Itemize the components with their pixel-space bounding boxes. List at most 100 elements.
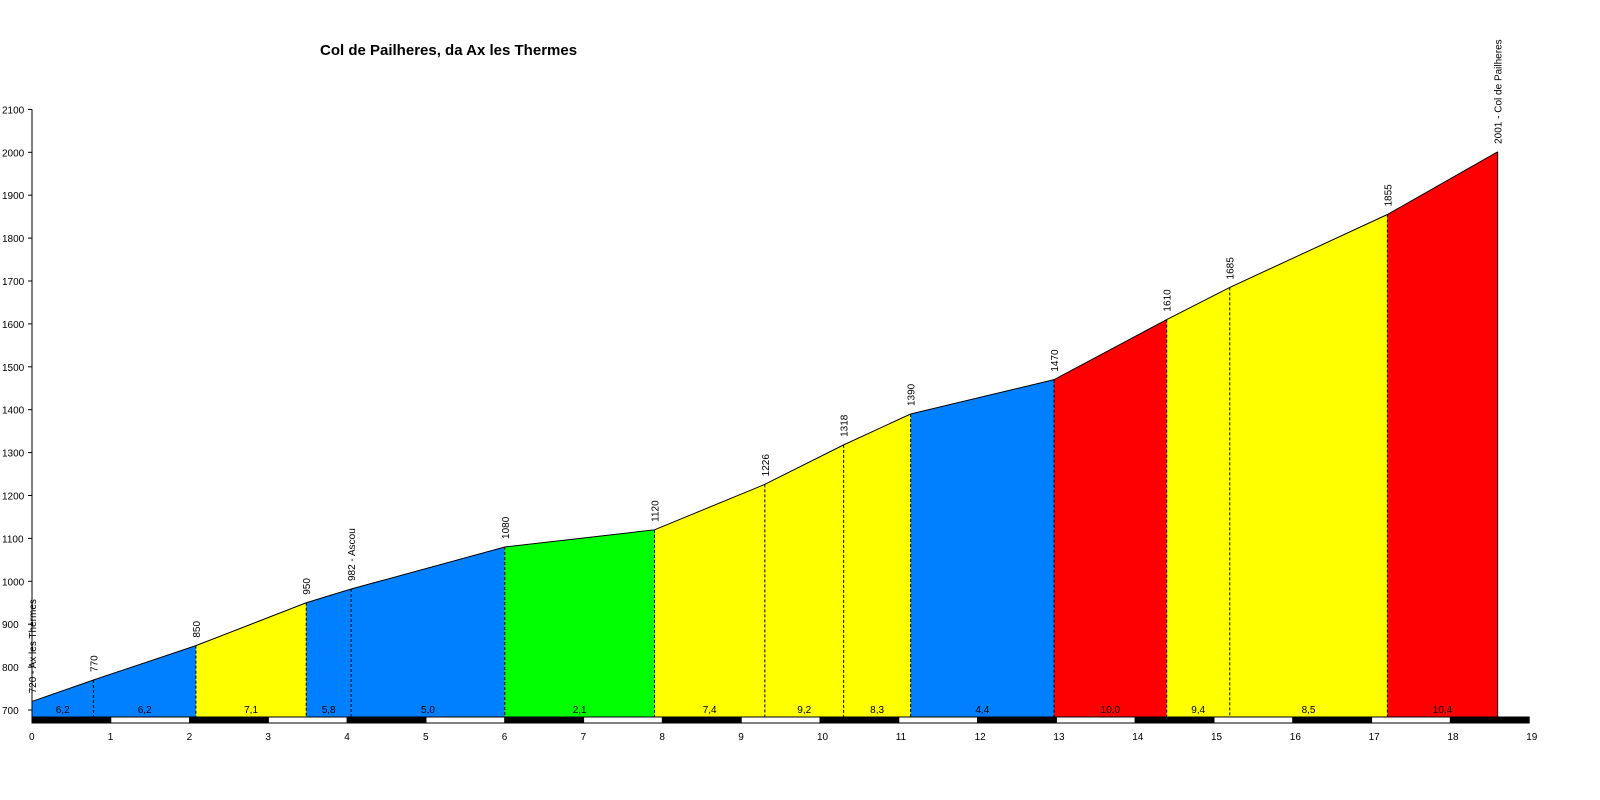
km-bar-6 bbox=[504, 716, 585, 724]
y-tick-label-900: 900 bbox=[2, 620, 19, 631]
x-tick-label-18: 18 bbox=[1447, 732, 1459, 743]
km-bar-14 bbox=[1134, 716, 1215, 724]
segment-fill-7 bbox=[764, 444, 844, 717]
x-tick-label-4: 4 bbox=[344, 732, 350, 743]
segment-fill-12 bbox=[1229, 214, 1388, 717]
point-label-5: 1080 bbox=[501, 516, 512, 539]
y-tick-label-1800: 1800 bbox=[2, 234, 25, 245]
point-label-12: 1685 bbox=[1226, 257, 1237, 280]
km-bar-1 bbox=[110, 716, 191, 724]
segment-fill-0 bbox=[32, 679, 94, 717]
point-label-2: 850 bbox=[192, 621, 203, 638]
km-bar-7 bbox=[583, 716, 663, 724]
km-bar-15 bbox=[1213, 716, 1294, 724]
x-tick-label-7: 7 bbox=[581, 732, 587, 743]
point-label-8: 1318 bbox=[840, 414, 851, 437]
gradient-label-12: 8,5 bbox=[1302, 705, 1316, 716]
y-tick-label-1200: 1200 bbox=[2, 492, 25, 503]
segment-fill-11 bbox=[1166, 287, 1230, 717]
x-tick-label-9: 9 bbox=[738, 732, 744, 743]
x-tick-label-1: 1 bbox=[108, 732, 114, 743]
y-tick-label-700: 700 bbox=[2, 706, 19, 717]
km-bar-9 bbox=[740, 716, 821, 724]
gradient-label-7: 9,2 bbox=[797, 705, 811, 716]
y-tick-label-1000: 1000 bbox=[2, 577, 25, 588]
point-labels: 720 - Ax les Thermes 770 850 950 982 - Ascou… bbox=[28, 39, 1505, 693]
point-label-1: 770 bbox=[89, 655, 100, 672]
x-tick-label-17: 17 bbox=[1369, 732, 1381, 743]
km-bar-8 bbox=[661, 716, 742, 724]
km-bar-2 bbox=[189, 716, 269, 724]
y-tick-label-1500: 1500 bbox=[2, 363, 25, 374]
km-bar-17 bbox=[1371, 716, 1451, 724]
point-label-14: 2001 - Col de Pailheres bbox=[1494, 39, 1505, 144]
x-tick-label-15: 15 bbox=[1211, 732, 1223, 743]
segment-fill-9 bbox=[910, 379, 1055, 717]
x-tick-label-19: 19 bbox=[1526, 732, 1538, 743]
gradient-labels: 6,2 6,2 7,1 5,8 5,0 2,1 7,4 9,2 8,3 4,4 10,0 9,4 8,5… bbox=[56, 705, 1453, 716]
gradient-label-8: 8,3 bbox=[870, 705, 884, 716]
y-tick-label-1400: 1400 bbox=[2, 406, 25, 417]
gradient-label-5: 2,1 bbox=[573, 705, 587, 716]
segment-fill-1 bbox=[93, 645, 196, 717]
x-tick-label-8: 8 bbox=[659, 732, 665, 743]
segment-fill-4 bbox=[351, 546, 505, 717]
y-tick-label-800: 800 bbox=[2, 663, 19, 674]
point-label-4: 982 - Ascou bbox=[347, 528, 358, 581]
y-tick-label-1700: 1700 bbox=[2, 277, 25, 288]
point-label-3: 950 bbox=[302, 578, 313, 595]
gradient-label-3: 5,8 bbox=[322, 705, 336, 716]
axes: 7008009001000110012001300140015001600170… bbox=[2, 105, 1538, 743]
gradient-label-13: 10,4 bbox=[1433, 705, 1453, 716]
segment-fill-6 bbox=[654, 484, 765, 717]
gradient-label-0: 6,2 bbox=[56, 705, 70, 716]
segment-fill-3 bbox=[306, 589, 352, 717]
gradient-label-6: 7,4 bbox=[703, 705, 717, 716]
segment-dividers bbox=[92, 151, 1499, 717]
segment-fill-5 bbox=[504, 529, 655, 717]
point-label-9: 1390 bbox=[907, 383, 918, 406]
x-tick-label-2: 2 bbox=[187, 732, 193, 743]
y-tick-label-2100: 2100 bbox=[2, 105, 25, 116]
x-tick-label-16: 16 bbox=[1290, 732, 1302, 743]
segment-fill-13 bbox=[1387, 151, 1498, 718]
km-bar-4 bbox=[346, 716, 427, 724]
point-label-11: 1610 bbox=[1163, 289, 1174, 312]
x-tick-label-14: 14 bbox=[1132, 732, 1144, 743]
km-bar-16 bbox=[1292, 716, 1373, 724]
gradient-label-10: 10,0 bbox=[1101, 705, 1121, 716]
point-label-0: 720 - Ax les Thermes bbox=[28, 599, 39, 693]
km-bar-10 bbox=[819, 716, 900, 724]
x-tick-label-12: 12 bbox=[975, 732, 987, 743]
segment-fill-2 bbox=[195, 602, 307, 717]
segment-fills bbox=[32, 151, 1498, 718]
y-tick-label-2000: 2000 bbox=[2, 148, 25, 159]
gradient-label-11: 9,4 bbox=[1191, 705, 1205, 716]
point-label-6: 1120 bbox=[651, 500, 662, 522]
x-tick-label-10: 10 bbox=[817, 732, 829, 743]
chart-title: Col de Pailheres, da Ax les Thermes bbox=[320, 42, 577, 59]
gradient-label-9: 4,4 bbox=[975, 705, 989, 716]
y-tick-label-1300: 1300 bbox=[2, 449, 25, 460]
segment-fill-8 bbox=[843, 413, 911, 717]
x-tick-label-3: 3 bbox=[265, 732, 271, 743]
gradient-label-1: 6,2 bbox=[138, 705, 152, 716]
km-bar-11 bbox=[898, 716, 979, 724]
km-bar-18 bbox=[1449, 716, 1530, 724]
x-tick-label-5: 5 bbox=[423, 732, 429, 743]
y-tick-label-1600: 1600 bbox=[2, 320, 25, 331]
km-bar-13 bbox=[1055, 716, 1136, 724]
km-bar-0 bbox=[31, 716, 112, 724]
y-tick-label-1900: 1900 bbox=[2, 191, 25, 202]
y-tick-label-1100: 1100 bbox=[2, 534, 24, 545]
x-tick-label-13: 13 bbox=[1053, 732, 1065, 743]
x-tick-label-11: 11 bbox=[896, 732, 907, 743]
point-label-13: 1855 bbox=[1383, 184, 1394, 207]
point-label-7: 1226 bbox=[761, 454, 772, 477]
km-bar-3 bbox=[267, 716, 348, 724]
x-tick-label-0: 0 bbox=[29, 732, 35, 743]
segment-fill-10 bbox=[1054, 319, 1167, 717]
km-bar-5 bbox=[425, 716, 506, 724]
point-label-10: 1470 bbox=[1050, 349, 1061, 372]
